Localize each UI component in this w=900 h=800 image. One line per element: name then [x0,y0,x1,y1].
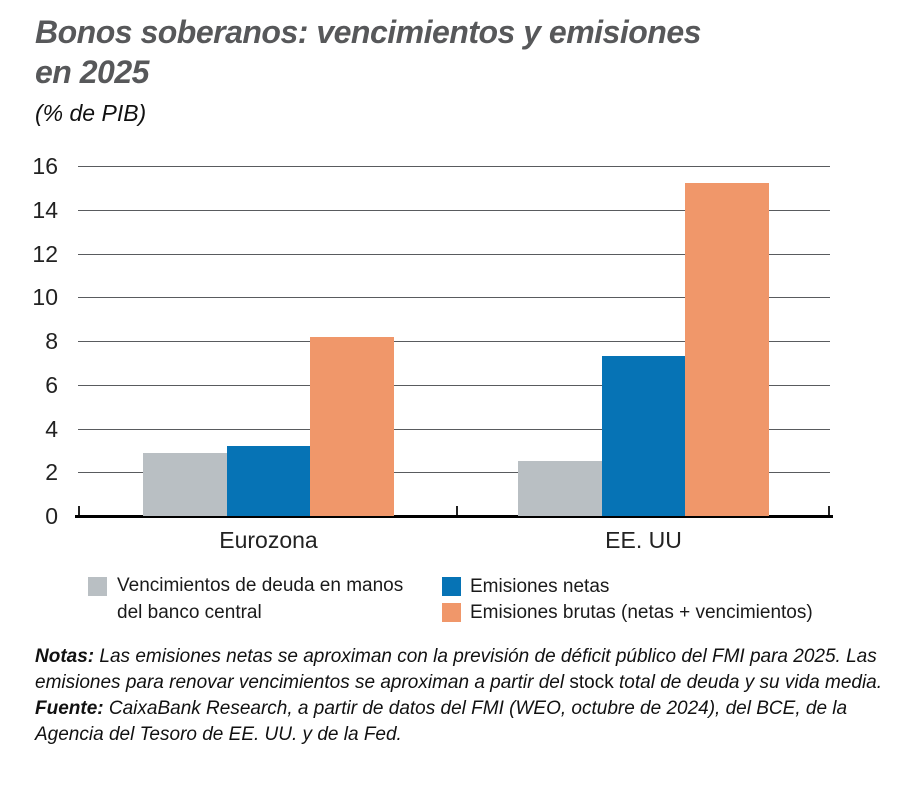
grid-line [78,209,830,211]
plot-area [75,166,833,518]
y-axis-tick-label: 14 [32,196,58,223]
y-axis-tick-label: 16 [32,153,58,179]
source-paragraph: Fuente: CaixaBank Research, a partir de … [35,696,883,748]
bar [685,183,769,516]
legend-label: Emisiones brutas (netas + vencimientos) [470,602,813,623]
notes-text: Las emisiones netas se aproximan con la … [35,646,882,693]
legend-label: Vencimientos de deuda en manos del banco… [117,575,404,623]
y-axis-tick-label: 0 [45,503,58,529]
y-axis-tick-label: 4 [45,415,58,442]
bar [227,446,311,516]
chart-unit-label: (% de PIB) [35,100,147,126]
y-axis-tick-label: 6 [45,371,58,398]
x-axis-category-label: Eurozona [219,527,318,553]
grid-line [78,253,830,255]
axis-tick [456,506,458,515]
grid-line [78,384,830,386]
notes-segment: stock [569,672,614,693]
legend-swatch [88,577,107,596]
source-text: CaixaBank Research, a partir de datos de… [35,698,848,745]
notes-label: Notas: [35,646,95,667]
axis-tick [828,506,830,515]
y-axis-tick-label: 10 [32,284,58,311]
chart-title: Bonos soberanos: vencimientos y emisione… [35,12,825,92]
bar [310,337,394,516]
x-axis-line [75,515,833,518]
grid-line [78,166,830,167]
x-axis-category-label: EE. UU [605,527,682,553]
source-label: Fuente: [35,698,104,719]
grid-line [78,341,830,342]
y-axis-tick-label: 2 [45,459,58,486]
bar [143,453,227,516]
legend-label: Emisiones netas [470,576,610,597]
bar [518,461,602,516]
grid-line [78,297,830,299]
bar [602,356,686,516]
chart-title-line2: en 2025 [35,54,149,90]
legend-swatch [442,577,461,596]
y-axis-tick-label: 12 [32,240,58,267]
legend-swatch [442,603,461,622]
grid-line [78,472,830,474]
notes-segment: total de deuda y su vida media. [613,672,883,693]
notes-paragraph: Notas: Las emisiones netas se aproximan … [35,644,883,696]
y-axis-tick-label: 8 [45,328,58,354]
footnotes: Notas: Las emisiones netas se aproximan … [35,644,883,748]
chart-title-line1: Bonos soberanos: vencimientos y emisione… [35,14,701,50]
axis-tick [78,506,80,515]
grid-line [78,428,830,430]
notes-segment: Las emisiones netas se aproximan con la … [35,646,877,693]
